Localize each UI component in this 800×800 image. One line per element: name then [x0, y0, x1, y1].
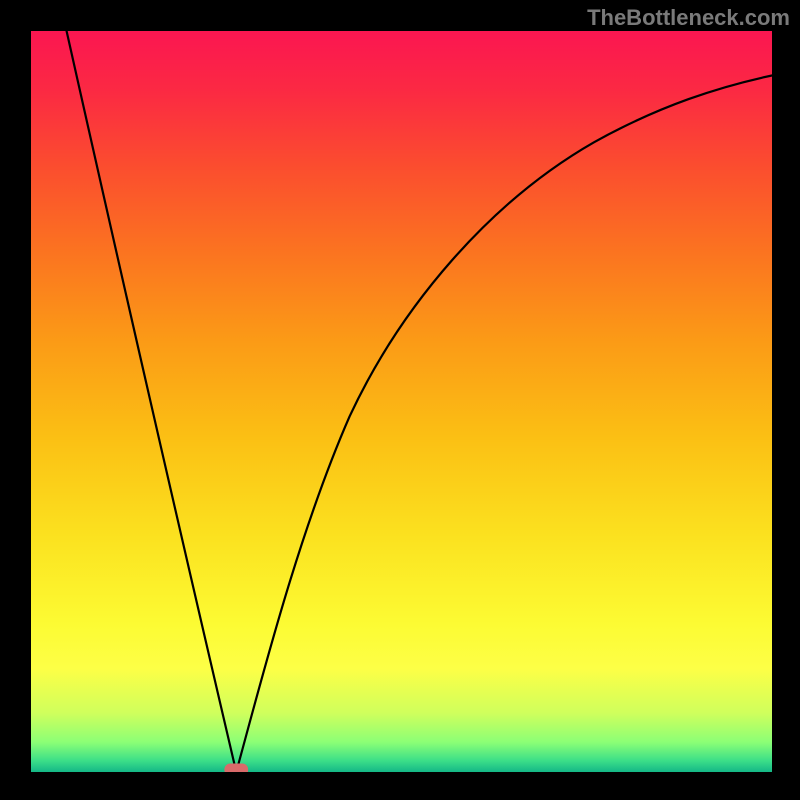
plot-area	[31, 31, 772, 772]
gradient-background	[31, 31, 772, 772]
watermark-text: TheBottleneck.com	[587, 5, 790, 31]
plot-svg	[31, 31, 772, 772]
vertex-marker	[224, 763, 248, 772]
chart-container: TheBottleneck.com	[0, 0, 800, 800]
